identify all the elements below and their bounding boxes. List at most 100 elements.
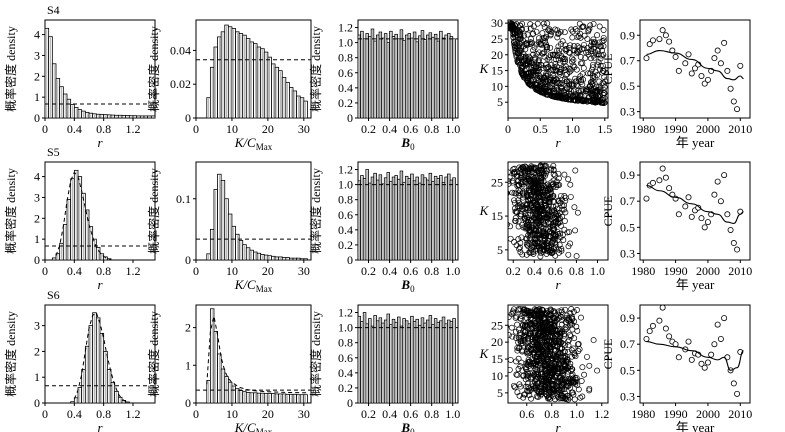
scatter-point	[562, 56, 569, 62]
scatter-point	[528, 336, 535, 343]
scatter-point	[589, 78, 596, 85]
x-tick-label: 1.0	[590, 264, 605, 278]
y-axis-label: 概率密度 density	[3, 168, 18, 254]
x-tick-label: 2010	[728, 122, 752, 136]
scatter-point	[541, 386, 548, 393]
scatter-point	[601, 99, 608, 106]
scatter-point	[515, 190, 522, 197]
scatter-point	[530, 222, 537, 229]
x-tick-label: 2000	[696, 407, 720, 421]
scatter-point	[510, 382, 517, 389]
y-tick-label: 0.5	[620, 79, 635, 93]
y-tick-label: 0	[347, 253, 353, 267]
cpue-observation-point	[695, 204, 702, 211]
scatter-point	[567, 91, 574, 98]
scatter-point	[525, 232, 532, 239]
x-tick-label: 0.8	[96, 264, 111, 278]
scatter-point	[518, 44, 525, 51]
scatter-point	[601, 90, 608, 97]
scatter-point	[536, 306, 543, 312]
scatter-point	[538, 342, 545, 349]
scatter-point	[550, 315, 557, 322]
scatter-point	[548, 207, 555, 214]
panel-S6-b0: 0.2 0.4 0.6 0.8 1.000.20.40.60.81.01.2B0概率密度…	[308, 304, 460, 432]
scatter-point	[574, 307, 580, 313]
y-tick-label: 25	[491, 175, 503, 189]
scatter-point	[539, 218, 546, 225]
panel-S4-r: 0 0.4 0.8 1.2 0 1 2 3 4 r S4 概率密度 density	[3, 3, 156, 150]
scatter-point	[558, 80, 565, 87]
scatter-point	[518, 166, 525, 173]
scatter-point	[533, 28, 540, 35]
scatter-point	[554, 27, 561, 34]
scatter-point	[570, 57, 577, 64]
scatter-point	[561, 29, 568, 36]
y-tick-label: 1.2	[338, 306, 353, 320]
scatter-point	[543, 33, 550, 40]
panel-S5-r: 0 0.4 0.8 1.2 0 1 2 3 4 r S5 概率密度 density	[3, 145, 156, 292]
y-axis-label: CPUE	[601, 196, 615, 227]
scatter-point	[597, 55, 604, 62]
scatter-point	[567, 240, 574, 247]
y-tick-label: 0	[347, 111, 353, 125]
cpue-observation-point	[659, 305, 666, 311]
scatter-point	[538, 42, 545, 49]
scatter-point	[538, 62, 544, 68]
scatter-point	[555, 80, 562, 87]
cpue-observation-point	[727, 226, 734, 233]
panel-S5-rk: 0.2 0.4 0.6 0.8 1.0 5 15 25 r K	[479, 161, 609, 292]
scatter-point	[522, 61, 529, 68]
scatter-point	[536, 324, 543, 331]
scatter-point	[555, 197, 562, 204]
scatter-point	[537, 314, 544, 321]
scatter-point	[540, 225, 547, 232]
y-axis-label: K	[479, 203, 490, 218]
scatter-point	[564, 364, 571, 371]
scatter-point	[542, 390, 549, 397]
y-tick-label: 5	[497, 386, 503, 400]
scatter-point	[546, 333, 553, 340]
scatter-point	[520, 394, 527, 401]
plot-area	[508, 305, 601, 403]
plot-frame	[639, 161, 751, 261]
cpue-observation-point	[711, 341, 718, 348]
y-tick-label: 1	[34, 232, 40, 246]
scatter-point	[512, 169, 519, 176]
scatter-point	[569, 353, 575, 360]
scatter-point	[572, 353, 579, 360]
scatter-point	[600, 27, 607, 33]
scatter-point	[516, 61, 523, 68]
y-tick-label: 1.2	[338, 163, 353, 177]
scatter-point	[523, 235, 530, 242]
scatter-point	[508, 196, 509, 201]
scatter-point	[562, 194, 569, 201]
scatter-point	[508, 169, 511, 176]
cpue-observation-point	[721, 315, 728, 322]
x-tick-label: 0.6	[519, 407, 534, 421]
scatter-point	[585, 27, 592, 34]
scatter-point	[563, 94, 570, 101]
scatter-point	[594, 367, 601, 374]
scatter-point	[508, 223, 514, 230]
scatter-point	[537, 362, 544, 369]
cpue-observation-point	[730, 380, 737, 387]
scatter-point	[580, 86, 587, 93]
scatter-point	[562, 342, 569, 349]
scatter-point	[587, 22, 594, 29]
scatter-point	[502, 164, 507, 169]
scatter-point	[535, 178, 542, 184]
cpue-observation-point	[682, 60, 689, 67]
cpue-observation-point	[682, 203, 689, 210]
plot-area	[358, 169, 458, 260]
scatter-point	[544, 184, 550, 191]
x-tick-label: 1.2	[594, 407, 609, 421]
scatter-point	[529, 67, 536, 74]
scatter-point	[530, 47, 537, 54]
scatter-point	[514, 182, 521, 189]
scatter-point	[534, 200, 541, 207]
scatter-point	[536, 218, 543, 224]
scatter-point	[547, 31, 554, 38]
panel-S4-cpue: 1980 1990 2000 2010 0.3 0.5 0.7 0.9 年 year CPUE	[601, 19, 752, 150]
scatter-point	[531, 312, 537, 319]
plot-area	[45, 169, 155, 260]
